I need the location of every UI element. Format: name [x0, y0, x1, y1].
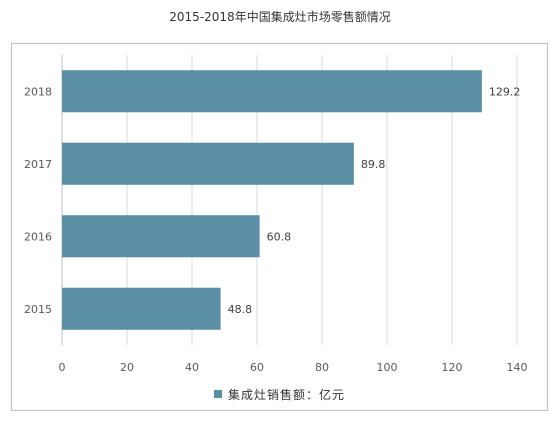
x-tick-label: 140	[507, 361, 528, 374]
data-label: 48.8	[228, 303, 253, 316]
y-tick-label: 2015	[24, 303, 52, 316]
data-label: 129.2	[489, 85, 521, 98]
x-tick-label: 40	[185, 361, 199, 374]
chart-title: 2015-2018年中国集成灶市场零售额情况	[169, 10, 391, 24]
chart-frame	[11, 43, 548, 411]
data-label: 60.8	[267, 230, 292, 243]
bar	[62, 70, 482, 113]
x-tick-label: 60	[250, 361, 264, 374]
bar	[62, 287, 221, 330]
bar	[62, 142, 354, 185]
x-tick-label: 0	[59, 361, 66, 374]
y-tick-label: 2016	[24, 230, 52, 243]
y-tick-label: 2017	[24, 158, 52, 171]
legend: 集成灶销售额：亿元	[214, 386, 345, 402]
legend-label: 集成灶销售额：亿元	[228, 387, 346, 402]
legend-swatch	[214, 390, 222, 398]
x-tick-label: 20	[120, 361, 134, 374]
x-tick-label: 80	[315, 361, 329, 374]
x-tick-label: 120	[442, 361, 463, 374]
bar	[62, 215, 260, 258]
data-label: 89.8	[361, 158, 386, 171]
y-tick-label: 2018	[24, 85, 52, 98]
x-tick-label: 100	[377, 361, 398, 374]
